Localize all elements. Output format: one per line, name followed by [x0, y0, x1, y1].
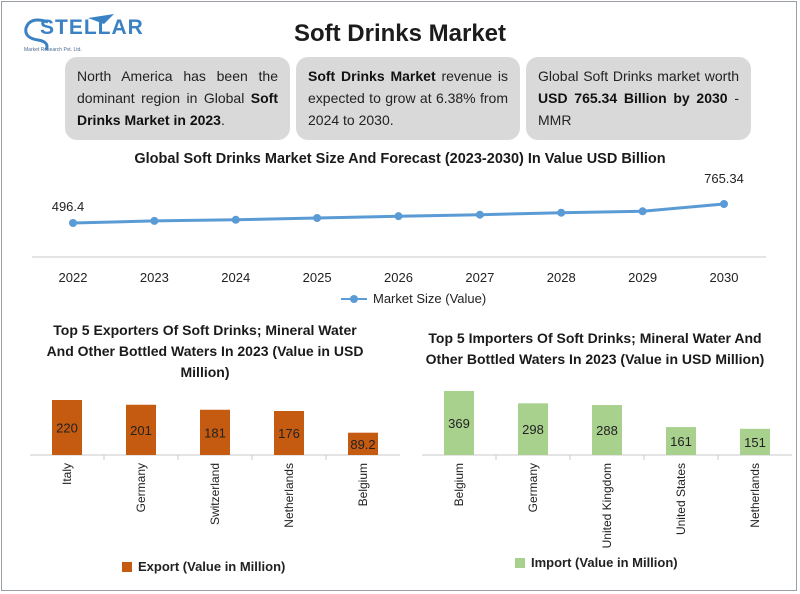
import-data-label: 288	[596, 423, 618, 438]
import-data-label: 369	[448, 416, 470, 431]
export-legend-label: Export (Value in Million)	[138, 559, 286, 574]
logo-subtitle: Market Research Pvt. Ltd.	[24, 47, 82, 53]
import-category-label: United States	[674, 463, 688, 535]
info-card-growth: Soft Drinks Market revenue is expected t…	[296, 57, 520, 140]
export-category-label: Italy	[60, 463, 74, 485]
import-data-label: 298	[522, 422, 544, 437]
line-x-tick-label: 2027	[465, 270, 494, 285]
importers-legend: Import (Value in Million)	[515, 555, 678, 570]
line-data-label-last: 765.34	[704, 171, 744, 186]
line-legend-label: Market Size (Value)	[373, 291, 487, 306]
line-x-tick-label: 2028	[547, 270, 576, 285]
export-category-label: Switzerland	[208, 463, 222, 525]
import-legend-label: Import (Value in Million)	[531, 555, 678, 570]
import-bar-united-states	[666, 427, 696, 455]
export-bar-italy	[52, 400, 82, 455]
import-bar-united-kingdom	[592, 405, 622, 455]
export-data-label: 176	[278, 426, 300, 441]
card-text-bold: Soft Drinks Market in 2023	[77, 90, 278, 128]
line-point-2029	[638, 207, 647, 216]
importers-chart-title: Top 5 Importers Of Soft Drinks; Mineral …	[425, 330, 765, 367]
info-card-worth: Global Soft Drinks market worth USD 765.…	[526, 57, 751, 140]
card-text-pre: North America has been the dominant regi…	[77, 68, 278, 106]
export-data-label: 89.2	[350, 437, 375, 452]
line-x-tick-label: 2022	[59, 270, 88, 285]
line-point-2026	[394, 212, 403, 221]
import-data-label: 161	[670, 434, 692, 449]
import-bar-germany	[518, 403, 548, 455]
export-bar-germany	[126, 404, 156, 455]
exporters-chart-title: Top 5 Exporters Of Soft Drinks; Mineral …	[46, 322, 364, 380]
import-category-label: Germany	[526, 463, 540, 512]
line-x-tick-label: 2025	[303, 270, 332, 285]
card-text-post: revenue is expected to grow at 6.38% fro…	[308, 68, 508, 128]
line-chart-title: Global Soft Drinks Market Size And Forec…	[134, 151, 666, 167]
export-bar-belgium	[348, 432, 378, 455]
export-data-label: 220	[56, 421, 78, 436]
import-bar-belgium	[444, 391, 474, 455]
export-category-label: Belgium	[356, 463, 370, 506]
logo-wordmark: STELLAR	[40, 16, 144, 39]
card-text-bold: USD 765.34 Billion by 2030	[538, 90, 728, 106]
line-point-2027	[475, 210, 484, 219]
import-category-label: Belgium	[452, 463, 466, 506]
export-bar-netherlands	[274, 411, 304, 455]
exporters-legend: Export (Value in Million)	[122, 559, 285, 574]
line-point-2025	[313, 214, 322, 223]
line-point-2028	[557, 208, 566, 217]
export-category-label: Netherlands	[282, 463, 296, 528]
card-text-bold: Soft Drinks Market	[308, 68, 436, 84]
page-title: Soft Drinks Market	[293, 20, 507, 47]
line-x-tick-label: 2029	[628, 270, 657, 285]
card-text-post: - MMR	[538, 90, 739, 128]
export-data-label: 181	[204, 425, 226, 440]
import-data-label: 151	[744, 435, 766, 450]
card-text-pre: Global Soft Drinks market worth	[538, 68, 739, 84]
import-category-label: Netherlands	[748, 463, 762, 528]
import-bar-netherlands	[740, 428, 770, 455]
line-x-tick-label: 2024	[221, 270, 250, 285]
line-point-2022	[69, 219, 77, 227]
line-data-label-first: 496.4	[52, 199, 85, 214]
line-chart-legend: Market Size (Value)	[341, 291, 486, 306]
line-x-tick-label: 2023	[140, 270, 169, 285]
line-point-2023	[150, 216, 159, 225]
line-x-tick-label: 2026	[384, 270, 413, 285]
import-category-label: United Kingdom	[600, 463, 614, 548]
export-bar-switzerland	[200, 409, 230, 455]
line-point-2024	[231, 215, 240, 224]
logo-swoosh-icon	[24, 14, 114, 51]
import-legend-swatch	[515, 557, 525, 568]
line-x-tick-label: 2030	[710, 270, 739, 285]
export-data-label: 201	[130, 423, 152, 438]
line-legend-swatch	[341, 294, 367, 303]
export-category-label: Germany	[134, 463, 148, 512]
logo: STELLAR Market Research Pvt. Ltd.	[18, 10, 143, 56]
card-text-post: .	[220, 112, 225, 128]
export-legend-swatch	[122, 561, 132, 572]
info-card-region: North America has been the dominant regi…	[65, 57, 290, 140]
line-point-2030	[720, 200, 728, 208]
